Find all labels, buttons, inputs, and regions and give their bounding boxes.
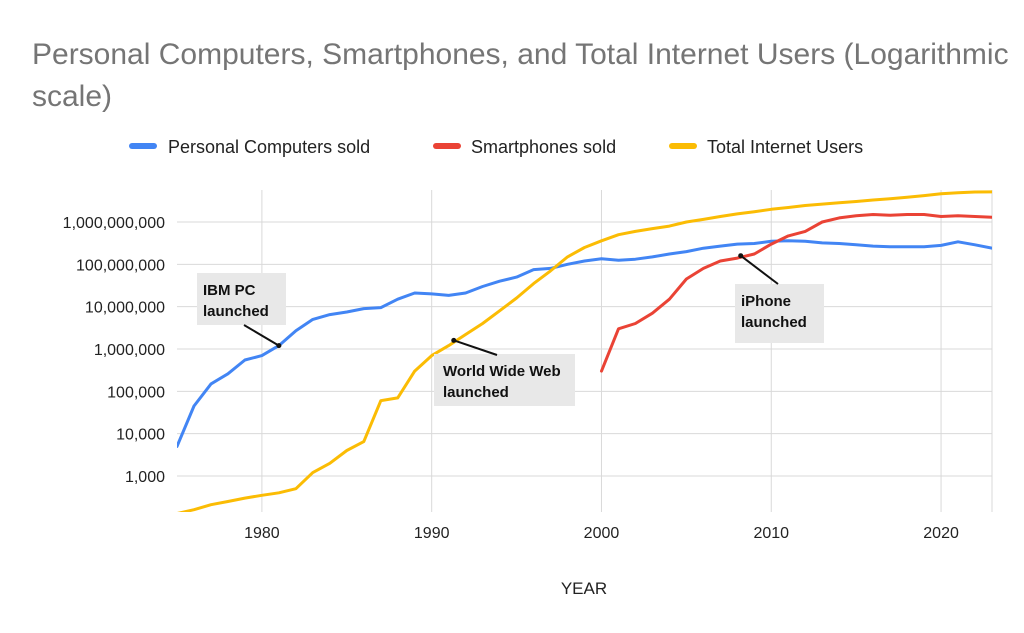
x-tick-label: 2000 [584,525,620,542]
annotation-box [197,273,286,325]
annotation-dot [738,253,744,259]
annotation-text: launched [443,384,509,401]
x-tick-label: 2010 [753,525,789,542]
y-tick-label: 100,000 [107,384,165,401]
y-tick-label: 1,000,000 [94,342,165,359]
series-line-personal-computers-sold [177,239,992,448]
chart-title: Personal Computers, Smartphones, and Tot… [32,38,1009,113]
x-tick-label: 1990 [414,525,450,542]
annotation-text: IBM PC [203,282,256,299]
annotation-box [434,354,575,406]
annotation-callout: World Wide Web launched [434,337,575,406]
series-line-smartphones-sold [600,213,992,373]
legend: Personal Computers sold Smartphones sold T… [129,137,863,157]
axis-tick-labels: 1,000 10,000 100,000 1,000,000 10,000,000 100… [63,215,959,542]
annotation-text: launched [203,303,269,320]
legend-label: Smartphones sold [471,137,616,157]
series-line-total-internet-users [177,190,992,512]
annotation-pointer [243,324,280,347]
annotation-pointer [453,339,498,356]
y-tick-label: 1,000,000,000 [63,215,165,232]
annotation-text: World Wide Web [443,363,561,380]
annotation-box [735,284,824,343]
legend-label: Total Internet Users [707,137,863,157]
annotation-pointer [740,254,779,285]
x-tick-label: 2020 [923,525,959,542]
grid-lines [177,190,993,512]
legend-label: Personal Computers sold [168,137,370,157]
annotation-text: iPhone [741,293,791,310]
series-lines [177,190,992,512]
y-tick-label: 1,000 [125,469,165,486]
annotation-callout: iPhone launched [735,253,824,343]
y-tick-label: 10,000,000 [85,300,165,317]
annotation-dot [451,337,457,343]
annotation-text: launched [741,314,807,331]
y-tick-label: 10,000 [116,427,165,444]
annotation-callout: IBM PC launched [197,273,286,349]
x-axis-title: YEAR [561,579,607,598]
x-tick-label: 1980 [244,525,280,542]
y-tick-label: 100,000,000 [76,257,165,274]
annotation-dot [276,343,282,349]
